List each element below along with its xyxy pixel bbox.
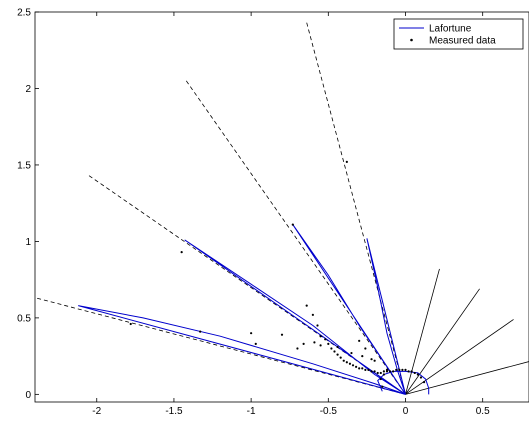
measured-point (336, 353, 339, 356)
reference-direction-3 (185, 80, 406, 395)
reference-direction-5 (405, 268, 440, 395)
measured-point (407, 370, 410, 373)
measured-point (367, 368, 370, 371)
measured-point (410, 370, 413, 373)
reference-direction-8 (405, 361, 529, 395)
measured-point (422, 381, 426, 384)
measured-point (381, 385, 384, 388)
measured-point (330, 347, 333, 350)
measured-point (419, 376, 423, 379)
measured-point (254, 342, 257, 345)
y-tick-label: 1 (25, 237, 31, 248)
lafortune-lobe-2 (184, 239, 406, 395)
measured-point (311, 313, 314, 316)
measured-point (336, 345, 339, 349)
measured-point (350, 351, 353, 355)
x-tick-label: 0.5 (476, 406, 490, 417)
x-tick-label: -2 (92, 406, 101, 417)
measured-point (319, 344, 322, 347)
x-tick-label: 0 (403, 406, 409, 417)
measured-point (345, 160, 348, 163)
y-tick-label: 0.5 (17, 313, 31, 324)
plot-content (35, 22, 529, 395)
measured-point (296, 347, 299, 350)
x-tick-label: -0.5 (320, 406, 338, 417)
measured-point (342, 359, 345, 362)
measured-point (348, 362, 352, 365)
measured-point (373, 359, 376, 362)
measured-point (361, 367, 364, 370)
lafortune-lobe-4 (366, 238, 406, 395)
measured-point (327, 342, 330, 345)
reference-direction-6 (405, 288, 480, 395)
measured-point (416, 373, 419, 376)
measured-point (280, 333, 284, 336)
legend-box (393, 18, 524, 50)
lafortune-lobe-5 (377, 370, 430, 395)
measured-point (404, 368, 407, 371)
measured-point (319, 335, 322, 338)
x-tick-label: -1 (247, 406, 256, 417)
measured-point (379, 377, 382, 381)
measured-point (339, 356, 342, 359)
reference-direction-1 (35, 297, 406, 395)
axes-box (34, 11, 529, 403)
reference-direction-4 (306, 22, 406, 395)
measured-point (316, 324, 319, 327)
measured-point (379, 371, 382, 375)
measured-point (385, 370, 389, 373)
measured-point (376, 371, 379, 375)
measured-point (324, 338, 327, 341)
measured-point (180, 251, 183, 254)
legend-label: Measured data (429, 36, 496, 47)
legend-marker-swatch (410, 38, 413, 42)
y-tick-label: 2.5 (17, 8, 31, 19)
measured-point (361, 355, 364, 358)
measured-point (129, 322, 132, 326)
x-tick-label: -1.5 (165, 406, 183, 417)
measured-point (358, 367, 361, 370)
measured-point (302, 342, 305, 345)
measured-point (398, 368, 401, 371)
measured-point (388, 370, 392, 373)
measured-point (370, 370, 373, 373)
measured-point (385, 368, 389, 371)
measured-point (370, 358, 373, 361)
measured-point (250, 332, 253, 335)
measured-point (345, 361, 348, 364)
y-tick-label: 2 (25, 84, 31, 95)
reference-direction-2 (88, 175, 406, 395)
measured-point (351, 364, 355, 367)
lafortune-lobe-1 (78, 305, 406, 395)
measured-point (333, 350, 336, 353)
measured-point (382, 370, 385, 373)
measured-point (413, 371, 416, 375)
measured-point (373, 370, 376, 373)
measured-point (382, 373, 385, 376)
axes: -2 -1.5 -1 -0.5 0 0.5 0 0.5 1 1.5 2 2.5 (17, 8, 529, 417)
measured-point (305, 304, 308, 307)
legend-label: Lafortune (429, 24, 472, 35)
y-tick-label: 1.5 (17, 160, 31, 171)
measured-point (313, 341, 316, 344)
measured-point (364, 368, 367, 371)
measured-point (395, 368, 398, 371)
measured-point (355, 365, 358, 368)
y-tick-label: 0 (25, 390, 31, 401)
measured-point (199, 330, 202, 333)
measured-point (401, 368, 404, 371)
measured-point (291, 223, 294, 226)
measured-point (358, 339, 361, 342)
measured-point (392, 370, 395, 373)
measured-point (364, 347, 367, 350)
